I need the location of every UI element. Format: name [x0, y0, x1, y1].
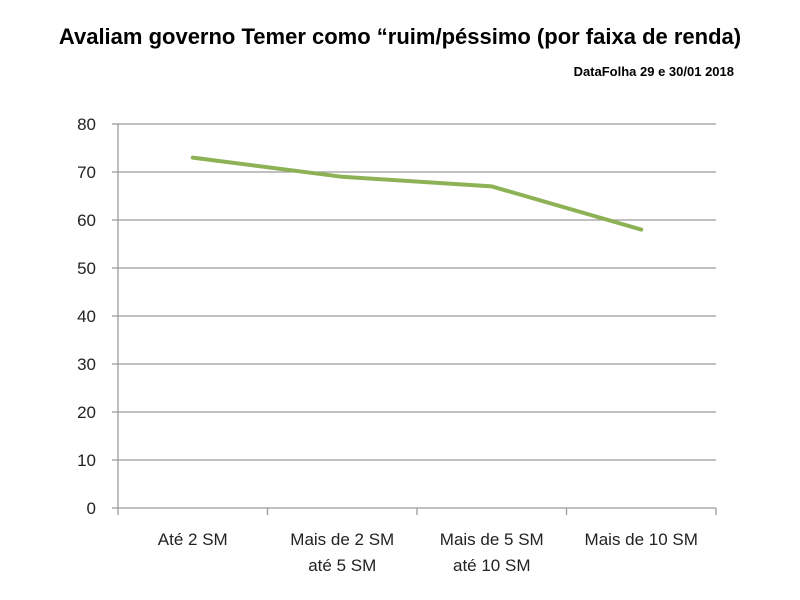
x-tick-label: Mais de 5 SM até 10 SM: [440, 530, 544, 575]
y-tick-label: 60: [77, 211, 96, 230]
x-tick-label-line: Até 2 SM: [158, 530, 228, 549]
y-tick-label: 40: [77, 307, 96, 326]
chart-title: Avaliam governo Temer como “ruim/péssimo…: [58, 24, 742, 49]
x-tick-label-line: até 5 SM: [308, 556, 376, 575]
y-tick-label: 30: [77, 355, 96, 374]
x-tick-labels: Até 2 SM Mais de 2 SM até 5 SM Mais de 5 SM…: [158, 530, 698, 575]
y-tick-label: 70: [77, 163, 96, 182]
x-tick-label-line: Mais de 10 SM: [585, 530, 698, 549]
x-tick-label: Até 2 SM: [158, 530, 228, 549]
series: [190, 155, 644, 232]
gridlines: [118, 123, 716, 461]
series-line: [190, 155, 644, 232]
x-tick-label-line: até 10 SM: [453, 556, 531, 575]
x-tick-label-line: Mais de 5 SM: [440, 530, 544, 549]
x-tick-label: Mais de 10 SM: [585, 530, 698, 549]
y-tick-label: 0: [87, 499, 96, 518]
y-tick-label: 20: [77, 403, 96, 422]
y-tick-label: 10: [77, 451, 96, 470]
chart-source: DataFolha 29 e 30/01 2018: [573, 64, 734, 79]
y-tick-label: 80: [77, 115, 96, 134]
axes: [112, 123, 717, 515]
x-tick-label: Mais de 2 SM até 5 SM: [290, 530, 394, 575]
y-tick-label: 50: [77, 259, 96, 278]
x-tick-label-line: Mais de 2 SM: [290, 530, 394, 549]
y-tick-labels: 0 10 20 30 40 50 60 70 80: [77, 115, 96, 518]
